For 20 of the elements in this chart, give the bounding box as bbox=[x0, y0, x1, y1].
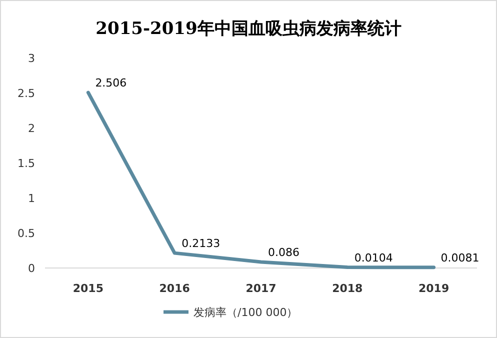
chart-title: 2015-2019年中国血吸虫病发病率统计 bbox=[96, 19, 402, 39]
data-label: 0.0081 bbox=[440, 251, 480, 264]
data-label: 0.0104 bbox=[354, 251, 393, 264]
y-tick-label: 1 bbox=[28, 192, 35, 205]
x-tick-label: 2015 bbox=[72, 282, 104, 295]
y-tick-label: 0 bbox=[28, 262, 35, 275]
x-tick-label: 2017 bbox=[246, 282, 276, 295]
y-tick-label: 2 bbox=[28, 122, 35, 135]
x-tick-label: 2018 bbox=[332, 282, 363, 295]
line-series bbox=[86, 90, 436, 270]
y-tick-label: 3 bbox=[28, 52, 35, 65]
data-label: 0.2133 bbox=[182, 237, 220, 250]
data-label: 0.086 bbox=[268, 246, 300, 259]
y-tick-label: 0.5 bbox=[18, 227, 35, 240]
x-tick-label: 2019 bbox=[418, 282, 450, 295]
data-label: 2.506 bbox=[95, 76, 127, 90]
x-tick-label: 2016 bbox=[159, 282, 190, 295]
legend-label: 发病率（/100 000） bbox=[194, 306, 298, 319]
y-tick-label: 1.5 bbox=[18, 157, 35, 170]
y-tick-label: 2.5 bbox=[18, 87, 35, 100]
